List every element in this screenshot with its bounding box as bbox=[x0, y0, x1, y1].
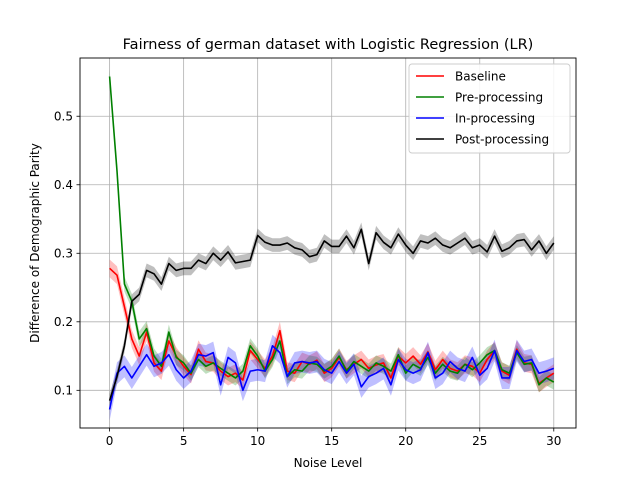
legend-label-in-processing: In-processing bbox=[455, 111, 535, 125]
x-tick-label: 5 bbox=[180, 434, 188, 448]
y-tick-label: 0.5 bbox=[54, 110, 73, 124]
y-tick-label: 0.1 bbox=[54, 384, 73, 398]
post-processing-band bbox=[109, 222, 554, 408]
pre-processing-line bbox=[108, 76, 555, 386]
post-processing-line bbox=[108, 228, 555, 401]
in-processing-band bbox=[109, 334, 554, 421]
x-tick-label: 20 bbox=[398, 434, 413, 448]
legend-label-post-processing: Post-processing bbox=[455, 132, 549, 146]
plot-frame bbox=[79, 57, 577, 429]
x-tick-label: 0 bbox=[106, 434, 114, 448]
x-axis-ticks: 0 5 10 15 20 25 30 bbox=[106, 428, 561, 448]
y-axis-ticks: 0.1 0.2 0.3 0.4 0.5 bbox=[54, 110, 80, 398]
x-axis-label: Noise Level bbox=[294, 456, 363, 470]
series-lines bbox=[108, 76, 555, 410]
legend-label-baseline: Baseline bbox=[455, 69, 506, 83]
x-tick-label: 15 bbox=[324, 434, 339, 448]
y-tick-label: 0.2 bbox=[54, 315, 73, 329]
x-tick-label: 30 bbox=[546, 434, 561, 448]
chart-title: Fairness of german dataset with Logistic… bbox=[123, 37, 534, 53]
legend-label-pre-processing: Pre-processing bbox=[455, 90, 543, 104]
y-axis-label: Difference of Demographic Parity bbox=[28, 143, 42, 343]
y-tick-label: 0.3 bbox=[54, 247, 73, 261]
legend-box bbox=[408, 63, 571, 154]
in-processing-line bbox=[108, 344, 555, 410]
legend: Baseline Pre-processing In-processing Post-… bbox=[408, 63, 571, 154]
y-tick-label: 0.4 bbox=[54, 178, 73, 192]
x-tick-label: 10 bbox=[250, 434, 265, 448]
x-tick-label: 25 bbox=[472, 434, 487, 448]
